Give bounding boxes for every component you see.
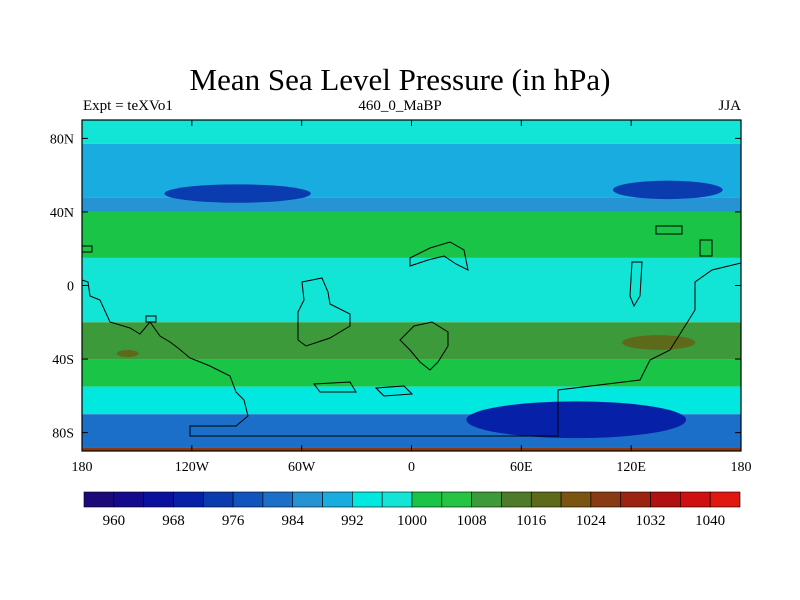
- pressure-band: [82, 211, 741, 258]
- colorbar-swatch: [202, 491, 234, 508]
- coastline-outline: [655, 225, 683, 235]
- colorbar-label: 1032: [636, 513, 666, 529]
- colorbar-swatch: [590, 491, 622, 508]
- pressure-band: [82, 359, 741, 387]
- y-tick-label: 80S: [52, 427, 74, 442]
- coastline-outlines: [82, 225, 741, 437]
- time-label: 460_0_MaBP: [358, 98, 442, 114]
- colorbar-swatch: [113, 491, 144, 508]
- coastline-outline: [297, 277, 351, 347]
- colorbar-swatch: [292, 491, 323, 508]
- colorbar-label: 992: [341, 513, 364, 529]
- south-pacific-high: [116, 349, 139, 358]
- pressure-field: [82, 120, 741, 451]
- colorbar-swatch: [441, 491, 472, 508]
- colorbar-swatch: [83, 491, 115, 508]
- colorbar-swatch: [650, 491, 681, 508]
- x-tick-label: 180: [72, 460, 93, 475]
- coastline-outline: [82, 262, 741, 437]
- x-tick-label: 60E: [510, 460, 533, 475]
- colorbar-swatch: [322, 491, 353, 508]
- north-pacific-low: [164, 184, 311, 203]
- colorbar-label: 984: [281, 513, 304, 529]
- coastline-outline: [313, 381, 357, 393]
- colorbar-label: 1000: [397, 513, 427, 529]
- x-tick-label: 180: [731, 460, 752, 475]
- coastline-outline: [699, 239, 713, 257]
- chart-title: Mean Sea Level Pressure (in hPa): [189, 62, 611, 97]
- coastline-outline: [374, 385, 414, 397]
- colorbar-label: 960: [103, 513, 126, 529]
- y-tick-label: 80N: [50, 132, 74, 147]
- pressure-band: [82, 120, 741, 144]
- colorbar-label: 976: [222, 513, 245, 529]
- colorbar-swatch: [411, 491, 443, 508]
- coastline-outline: [145, 315, 157, 323]
- colorbar-swatch: [262, 491, 294, 508]
- colorbar: 960 968 976 984 992 1000 1008 1016 1024 1032 1040: [83, 491, 741, 529]
- colorbar-swatch: [232, 491, 264, 508]
- coastline-outline: [399, 321, 449, 371]
- experiment-label: Expt = teXVo1: [83, 98, 173, 114]
- y-tick-label: 40S: [52, 353, 74, 368]
- coastline-outline: [409, 241, 469, 271]
- y-tick-label: 40N: [50, 206, 74, 221]
- southern-low: [466, 401, 687, 439]
- colorbar-swatch: [381, 491, 413, 508]
- colorbar-swatch: [173, 491, 204, 508]
- colorbar-swatch: [143, 491, 174, 508]
- colorbar-swatch: [501, 491, 532, 508]
- colorbar-swatch: [709, 491, 741, 508]
- coastline-outline: [629, 261, 643, 308]
- colorbar-swatch: [530, 491, 562, 508]
- colorbar-swatch: [560, 491, 592, 508]
- x-tick-label: 120E: [616, 460, 646, 475]
- colorbar-label: 1008: [457, 513, 487, 529]
- colorbar-label: 968: [162, 513, 185, 529]
- colorbar-label: 1040: [695, 513, 725, 529]
- colorbar-label: 1016: [516, 513, 547, 529]
- coastline-outline: [82, 245, 93, 253]
- x-tick-label: 60W: [288, 460, 316, 475]
- season-label: JJA: [718, 98, 741, 114]
- y-tick-label: 0: [67, 280, 74, 295]
- colorbar-swatch: [352, 491, 383, 508]
- axes: 180 120W 60W 0 60E 120E 180 80N 40N 0 40S 80S: [50, 120, 752, 475]
- colorbar-label: 1024: [576, 513, 607, 529]
- south-indian-high: [622, 335, 696, 350]
- colorbar-swatch: [620, 491, 651, 508]
- x-tick-label: 120W: [175, 460, 210, 475]
- x-tick-label: 0: [408, 460, 415, 475]
- colorbar-swatch: [471, 491, 502, 508]
- pressure-band: [82, 197, 741, 212]
- siberian-low: [612, 180, 723, 200]
- colorbar-swatch: [680, 491, 711, 508]
